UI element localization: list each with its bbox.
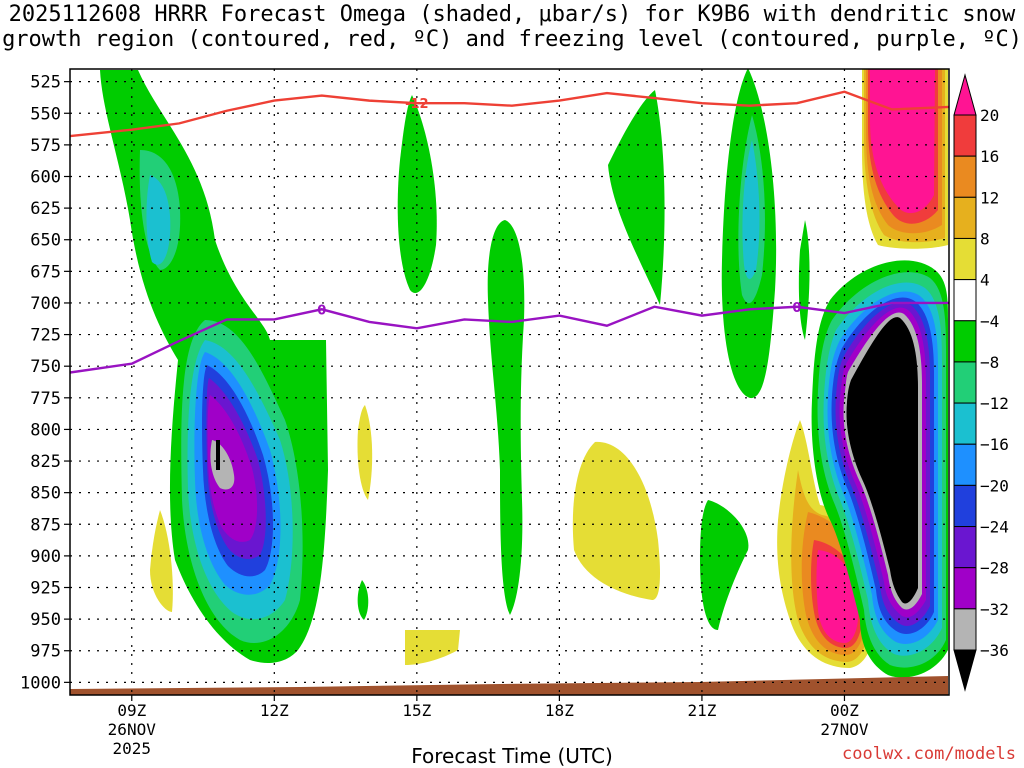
- omega-region-16-12-22z: [742, 140, 760, 280]
- x-tick-year: 2025: [113, 739, 152, 758]
- contour-labels: -12 0 0: [317, 97, 801, 318]
- y-tick-label: 725: [30, 326, 61, 346]
- colorbar-bin: [953, 484, 977, 528]
- omega-region-20-24-00z-low: [816, 550, 859, 643]
- x-tick-date: 27NOV: [820, 720, 869, 739]
- y-tick-label: 675: [30, 262, 61, 282]
- omega-region-8-4-15z-upper: [397, 95, 437, 293]
- colorbar-bottom-arrow: [953, 649, 977, 692]
- omega-region-8-4-14z-speck: [357, 580, 369, 620]
- y-tick-label: 825: [30, 452, 61, 472]
- title-line-1: 2025112608 HRRR Forecast Omega (shaded, …: [8, 2, 1016, 27]
- colorbar-top-arrow: [953, 73, 977, 116]
- colorbar-bin: [953, 196, 977, 239]
- colorbar-bin: [953, 279, 977, 322]
- colorbar-label: −28: [980, 559, 1009, 578]
- y-tick-label: 550: [30, 104, 61, 124]
- colorbar-label: −20: [980, 476, 1009, 495]
- y-axis: 525 550 575 600 625 650 675 700 725 750 775 800 825 8…: [20, 73, 70, 693]
- y-tick-label: 575: [30, 136, 61, 156]
- ground-surface: [70, 676, 948, 695]
- x-tick-label: 00Z: [830, 701, 859, 720]
- omega-region-16-12: [146, 175, 171, 265]
- x-axis-title: Forecast Time (UTC): [411, 744, 613, 768]
- omega-region-8-4-21z-low: [700, 500, 749, 630]
- omega-region-8-4-17z: [487, 220, 525, 615]
- y-tick-label: 875: [30, 515, 61, 535]
- omega-region-40-36-00z: [846, 317, 918, 604]
- omega-region-4-8-09z: [150, 510, 173, 612]
- colorbar-label: −4: [980, 312, 999, 331]
- y-tick-label: 625: [30, 199, 61, 219]
- omega-region-8-4-20z: [608, 90, 665, 305]
- colorbar-label: 4: [980, 271, 990, 290]
- y-tick-label: 800: [30, 420, 61, 440]
- dgz-minus12-contour: [70, 90, 949, 138]
- colorbar-bin: [953, 443, 977, 486]
- omega-region-4-8-18z: [572, 441, 660, 600]
- colorbar-bin: [953, 402, 977, 445]
- omega-region-40-36-small: [216, 440, 220, 470]
- colorbar: 20 16 12 8 4 −4 −8 −12 −16 −20 −24 −28 −32 −36: [953, 73, 1009, 692]
- y-tick-label: 900: [30, 547, 61, 567]
- colorbar-label: −24: [980, 518, 1009, 537]
- y-tick-label: 925: [30, 579, 61, 599]
- colorbar-bin: [953, 567, 977, 610]
- y-tick-label: 1000: [20, 673, 61, 693]
- y-tick-label: 950: [30, 610, 61, 630]
- x-tick-date: 26NOV: [108, 720, 157, 739]
- colorbar-bin: [953, 155, 977, 198]
- x-tick-label: 12Z: [260, 701, 289, 720]
- chart-title: 2025112608 HRRR Forecast Omega (shaded, …: [0, 2, 1024, 52]
- colorbar-label: −16: [980, 435, 1009, 454]
- omega-region-4-8-14z: [357, 405, 373, 500]
- colorbar-bin: [953, 361, 977, 404]
- colorbar-bin: [953, 237, 977, 281]
- colorbar-label: 16: [980, 147, 999, 166]
- y-tick-label: 525: [30, 73, 61, 93]
- colorbar-label: 20: [980, 106, 999, 125]
- freezing-contour-label: 0: [792, 301, 801, 316]
- contours: [70, 90, 949, 374]
- y-tick-label: 975: [30, 642, 61, 662]
- colorbar-bin: [953, 114, 977, 157]
- colorbar-bin: [953, 608, 977, 651]
- title-line-2: growth region (contoured, red, ºC) and f…: [2, 27, 1022, 52]
- x-tick-label: 15Z: [402, 701, 431, 720]
- freezing-level-contour: [70, 301, 949, 374]
- colorbar-label: −8: [980, 353, 999, 372]
- y-tick-label: 850: [30, 484, 61, 504]
- y-tick-label: 650: [30, 231, 61, 251]
- colorbar-bin: [953, 526, 977, 569]
- dgz-contour-label: -12: [405, 97, 429, 112]
- colorbar-label: 12: [980, 188, 999, 207]
- y-tick-label: 700: [30, 294, 61, 314]
- y-tick-label: 600: [30, 167, 61, 187]
- colorbar-label: −12: [980, 394, 1009, 413]
- colorbar-label: 8: [980, 229, 990, 248]
- colorbar-bin: [953, 320, 977, 363]
- y-tick-label: 775: [30, 389, 61, 409]
- site-credit[interactable]: coolwx.com/models: [842, 744, 1016, 764]
- x-tick-label: 21Z: [687, 701, 716, 720]
- omega-region-4-8-15z-low: [405, 630, 460, 665]
- omega-region-20-24-00z-upper: [870, 69, 935, 214]
- freezing-contour-label: 0: [317, 303, 326, 318]
- plot-frame: [69, 68, 950, 696]
- colorbar-label: −32: [980, 600, 1009, 619]
- x-tick-label: 09Z: [117, 701, 146, 720]
- omega-shading: [100, 69, 948, 678]
- colorbar-label: −36: [980, 641, 1009, 660]
- x-tick-label: 18Z: [545, 701, 574, 720]
- y-tick-label: 750: [30, 357, 61, 377]
